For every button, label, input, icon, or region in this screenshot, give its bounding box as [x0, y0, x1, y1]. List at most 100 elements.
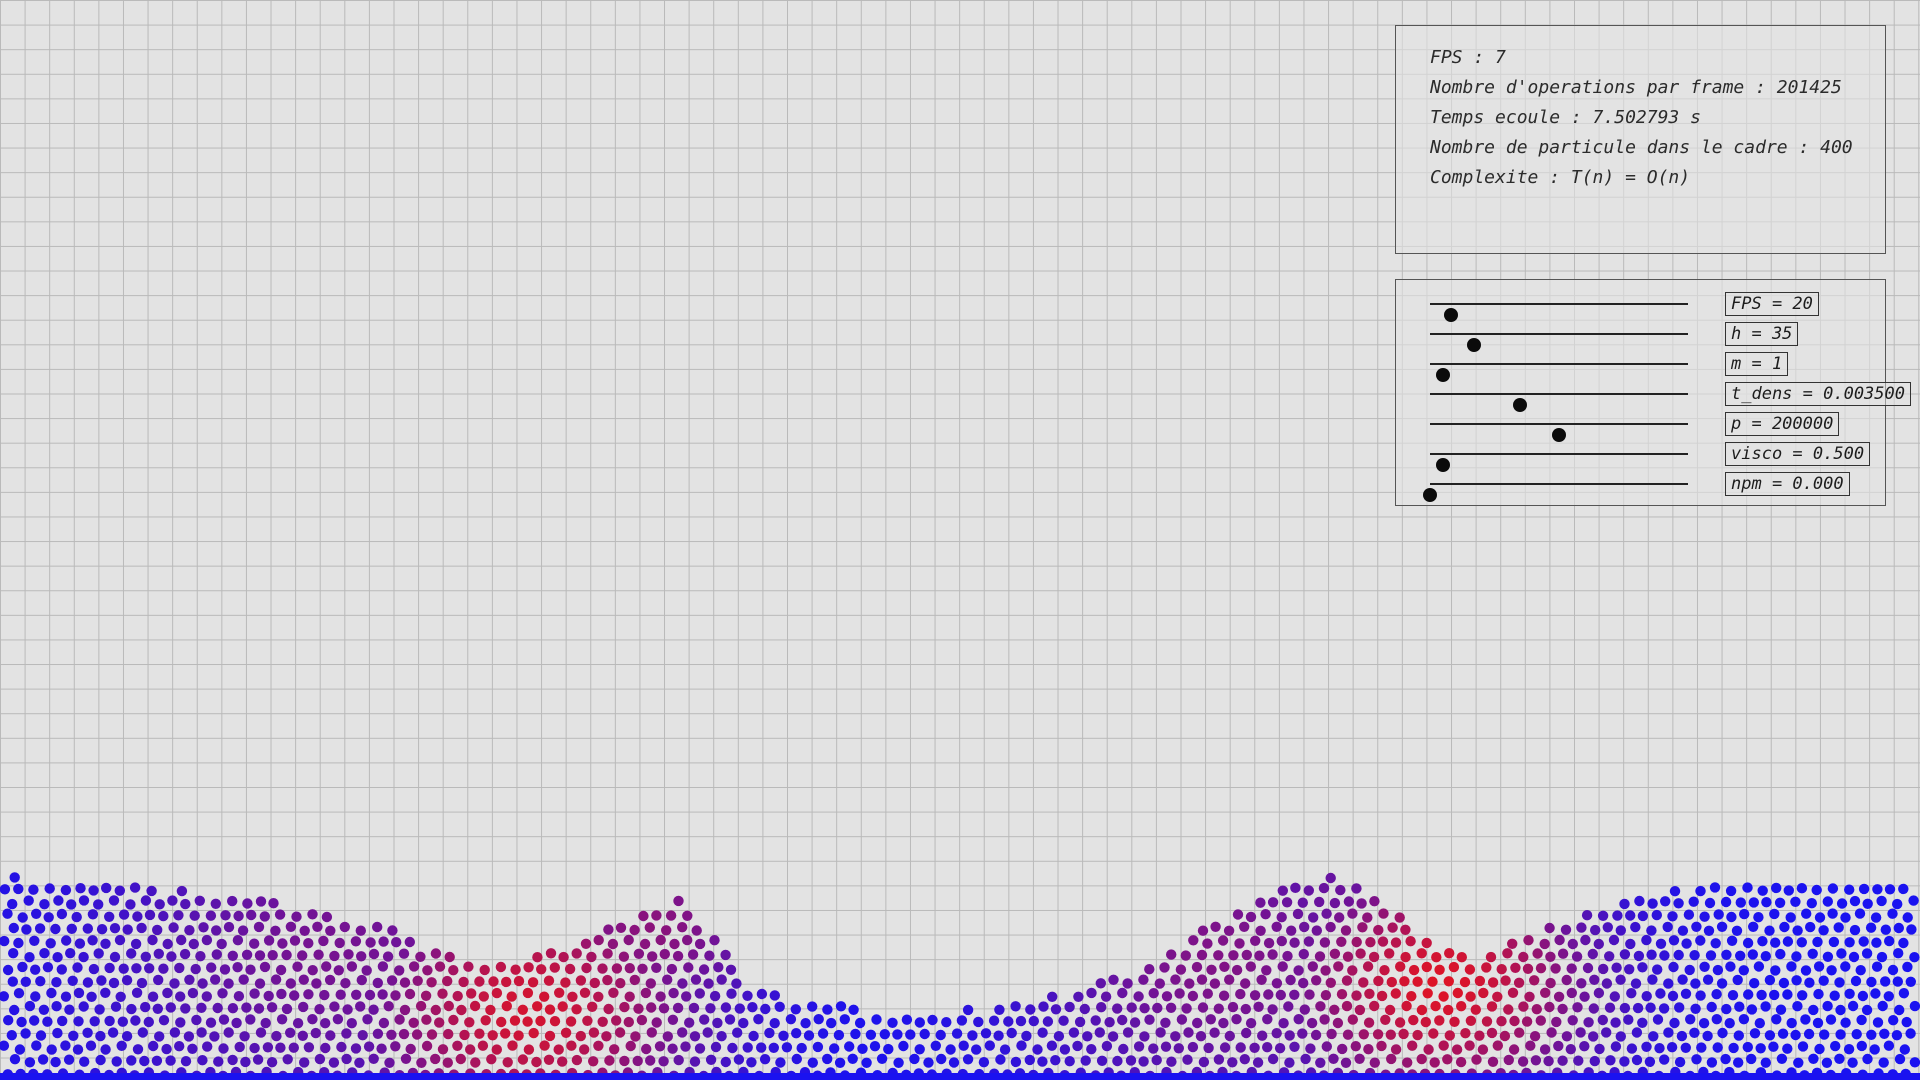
fluid-particle [1315, 1057, 1326, 1069]
fluid-particle [1452, 987, 1464, 999]
fluid-particle [1797, 1041, 1809, 1052]
h-slider-track[interactable] [1430, 333, 1688, 352]
fluid-particle [688, 1002, 700, 1014]
fluid-particle [1793, 1057, 1804, 1069]
fluid-particle [1667, 990, 1679, 1002]
fluid-particle [271, 1030, 282, 1042]
fluid-particle [93, 899, 104, 910]
fluid-particle [100, 1044, 111, 1055]
fluid-particle [1733, 1057, 1744, 1068]
fluid-particle [1748, 921, 1759, 932]
fluid-particle [355, 1001, 366, 1012]
fluid-particle [1749, 978, 1760, 989]
fluid-particle [927, 1014, 938, 1026]
fps-slider-track[interactable] [1430, 303, 1688, 322]
fluid-particle [202, 1041, 213, 1052]
visco-slider-knob[interactable] [1435, 458, 1450, 472]
fluid-particle [756, 1042, 767, 1053]
npm-slider-track[interactable] [1423, 483, 1688, 502]
fluid-particle [1764, 925, 1775, 936]
fluid-particle [1362, 912, 1373, 923]
h-slider-knob[interactable] [1466, 338, 1481, 352]
fluid-particle [1252, 1057, 1264, 1068]
t-dens-slider-knob[interactable] [1513, 398, 1528, 412]
fluid-particle [1768, 1041, 1779, 1052]
npm-slider-knob[interactable] [1423, 488, 1437, 502]
fluid-particle [1865, 922, 1877, 933]
fluid-particle [1589, 1055, 1601, 1067]
fluid-particle [1704, 897, 1716, 909]
fluid-particle [1524, 991, 1535, 1002]
fluid-particle [100, 938, 111, 949]
fluid-particle [1223, 925, 1235, 936]
fluid-particle [310, 1027, 321, 1039]
fluid-particle [249, 938, 260, 949]
fluid-particle [672, 950, 684, 962]
fluid-particle [238, 974, 249, 985]
fluid-particle [152, 1003, 163, 1014]
fluid-particle [850, 1028, 861, 1040]
fluid-particle [1870, 988, 1881, 999]
fluid-particle [1112, 1003, 1123, 1014]
fluid-particle [962, 1004, 974, 1016]
p-slider-track[interactable] [1430, 423, 1688, 442]
fluid-particle [52, 952, 63, 963]
fluid-particle [1203, 1042, 1214, 1054]
fluid-particle [1546, 1027, 1557, 1038]
fluid-particle [1775, 948, 1786, 960]
fluid-particle [775, 1057, 786, 1068]
fluid-particle [1434, 964, 1445, 975]
fluid-particle [1770, 937, 1781, 948]
fps-slider-knob[interactable] [1443, 308, 1458, 322]
fluid-particle [1690, 978, 1701, 989]
p-slider-knob[interactable] [1552, 428, 1566, 442]
p-slider-value: p = 200000 [1725, 412, 1840, 436]
fluid-particle [951, 1028, 963, 1039]
fluid-particle [365, 937, 376, 948]
fluid-particle [1160, 1041, 1172, 1052]
fluid-particle [303, 938, 314, 949]
fluid-particle [1481, 1016, 1493, 1027]
fluid-particle [892, 1029, 903, 1040]
fluid-particle [1347, 908, 1358, 919]
fluid-particle [1733, 1030, 1745, 1041]
fluid-particle [1347, 965, 1358, 976]
fluid-particle [624, 991, 635, 1002]
fluid-particle [1695, 935, 1706, 946]
fluid-particle [1518, 1001, 1529, 1012]
fluid-particle [88, 885, 99, 896]
visco-slider-track[interactable] [1430, 453, 1688, 472]
fluid-particle [2, 908, 13, 919]
t-dens-slider-track[interactable] [1430, 393, 1688, 412]
fluid-particle [630, 1031, 641, 1042]
fluid-particle [1698, 1018, 1710, 1029]
fluid-particle [720, 1056, 731, 1068]
fluid-particle [1884, 935, 1895, 947]
m-slider-track[interactable] [1430, 363, 1688, 382]
fluid-particle [726, 988, 737, 999]
fluid-particle [478, 991, 489, 1002]
fluid-particle [266, 1002, 278, 1013]
fluid-particle [1725, 885, 1737, 897]
fluid-particle [253, 921, 265, 933]
fluid-particle [121, 1031, 133, 1042]
fluid-particle [60, 884, 72, 896]
fluid-particle [1465, 1015, 1477, 1026]
fluid-particle [13, 988, 25, 999]
fluid-particle [623, 1016, 634, 1028]
fluid-particle [839, 1014, 850, 1025]
fluid-particle [148, 1040, 159, 1052]
fluid-particle [1364, 988, 1375, 999]
fluid-particle [372, 921, 383, 933]
fluid-particle [158, 1015, 170, 1026]
fluid-particle [495, 961, 507, 973]
fluid-particle [1460, 1028, 1471, 1039]
fluid-particle [523, 1044, 535, 1055]
fluid-particle [1667, 911, 1678, 922]
fluid-particle [240, 1056, 251, 1068]
fluid-particle [237, 925, 249, 936]
m-slider-knob[interactable] [1435, 368, 1450, 382]
fluid-particle [539, 1040, 550, 1051]
fluid-particle [930, 1040, 941, 1052]
fluid-particle [1567, 938, 1579, 950]
